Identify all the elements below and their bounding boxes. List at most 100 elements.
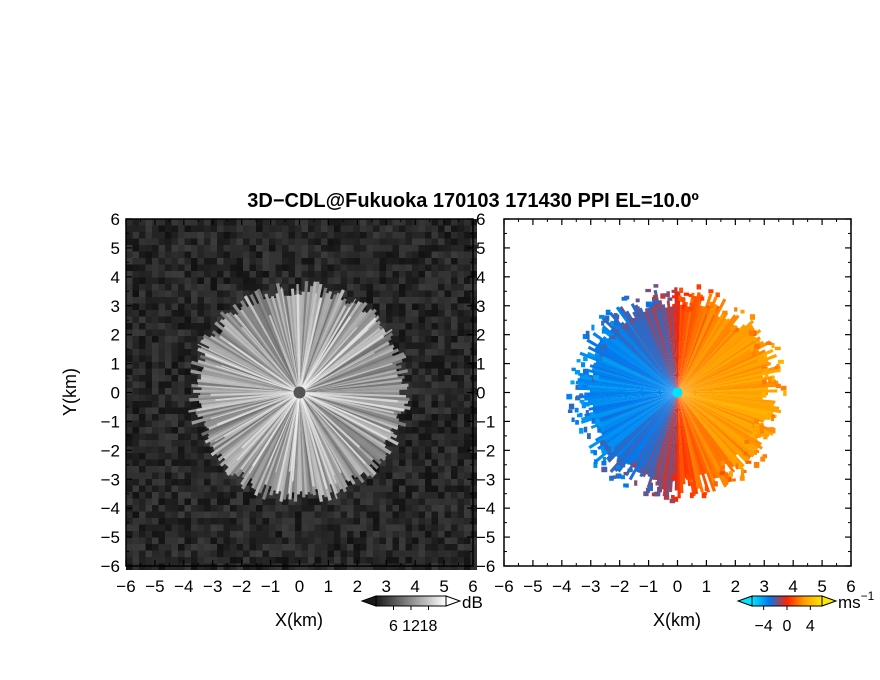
noise-cell bbox=[327, 537, 334, 544]
velocity-speckle bbox=[729, 326, 736, 331]
noise-cell bbox=[379, 524, 386, 531]
colorbar-tick-label: 6 bbox=[389, 618, 398, 635]
noise-cell bbox=[444, 498, 451, 505]
noise-cell bbox=[217, 453, 224, 460]
noise-cell bbox=[139, 349, 146, 356]
velocity-ray bbox=[647, 392, 678, 478]
reflectivity-ray bbox=[200, 374, 300, 393]
velocity-speckle bbox=[695, 482, 701, 488]
noise-cell bbox=[392, 492, 399, 499]
noise-cell bbox=[431, 498, 438, 505]
noise-cell bbox=[405, 544, 412, 551]
noise-cell bbox=[379, 479, 386, 486]
velocity-speckle bbox=[738, 463, 742, 469]
noise-cell bbox=[379, 511, 386, 518]
noise-cell bbox=[282, 258, 289, 265]
reflectivity-streak bbox=[210, 391, 300, 420]
noise-cell bbox=[288, 219, 295, 226]
velocity-speckle bbox=[768, 427, 774, 433]
noise-cell bbox=[425, 485, 432, 492]
noise-cell bbox=[210, 472, 217, 479]
noise-cell bbox=[347, 505, 354, 512]
noise-cell bbox=[126, 381, 133, 388]
velocity-speckle bbox=[716, 471, 722, 478]
colorbar-segment bbox=[433, 596, 436, 606]
noise-cell bbox=[392, 329, 399, 336]
velocity-ray bbox=[677, 318, 728, 393]
noise-cell bbox=[392, 511, 399, 518]
noise-cell bbox=[197, 284, 204, 291]
noise-cell bbox=[145, 310, 152, 317]
noise-cell bbox=[308, 251, 315, 258]
noise-cell bbox=[191, 271, 198, 278]
velocity-speckle bbox=[615, 317, 619, 321]
noise-cell bbox=[405, 518, 412, 525]
noise-cell bbox=[197, 232, 204, 239]
noise-cell bbox=[171, 394, 178, 401]
noise-cell bbox=[165, 264, 172, 271]
velocity-speckle bbox=[652, 470, 656, 476]
noise-cell bbox=[158, 316, 165, 323]
noise-cell bbox=[145, 219, 152, 226]
velocity-ray bbox=[677, 392, 763, 450]
noise-cell bbox=[451, 342, 458, 349]
noise-cell bbox=[405, 394, 412, 401]
noise-cell bbox=[353, 479, 360, 486]
noise-cell bbox=[191, 518, 198, 525]
noise-cell bbox=[204, 531, 211, 538]
velocity-ray bbox=[591, 367, 678, 393]
noise-cell bbox=[418, 219, 425, 226]
noise-cell bbox=[418, 225, 425, 232]
noise-cell bbox=[464, 381, 471, 388]
noise-cell bbox=[418, 479, 425, 486]
reflectivity-ray bbox=[219, 310, 300, 393]
noise-cell bbox=[171, 349, 178, 356]
noise-cell bbox=[158, 225, 165, 232]
noise-cell bbox=[321, 531, 328, 538]
noise-cell bbox=[412, 414, 419, 421]
noise-cell bbox=[412, 316, 419, 323]
noise-cell bbox=[438, 310, 445, 317]
noise-cell bbox=[184, 336, 191, 343]
noise-cell bbox=[132, 310, 139, 317]
noise-cell bbox=[412, 251, 419, 258]
noise-cell bbox=[171, 277, 178, 284]
noise-cell bbox=[412, 440, 419, 447]
reflectivity-streak bbox=[299, 391, 406, 398]
noise-cell bbox=[139, 557, 146, 564]
noise-cell bbox=[405, 401, 412, 408]
noise-cell bbox=[314, 245, 321, 252]
colorbar-segment bbox=[414, 596, 417, 606]
noise-cell bbox=[145, 498, 152, 505]
noise-cell bbox=[438, 349, 445, 356]
reflectivity-ray bbox=[299, 292, 341, 393]
noise-cell bbox=[178, 303, 185, 310]
noise-cell bbox=[360, 511, 367, 518]
noise-cell bbox=[210, 511, 217, 518]
noise-cell bbox=[152, 472, 159, 479]
noise-cell bbox=[132, 440, 139, 447]
noise-cell bbox=[132, 524, 139, 531]
velocity-ray bbox=[677, 392, 717, 479]
noise-cell bbox=[139, 394, 146, 401]
velocity-speckle bbox=[666, 291, 670, 298]
noise-cell bbox=[171, 225, 178, 232]
noise-cell bbox=[152, 284, 159, 291]
velocity-ray bbox=[656, 392, 678, 496]
noise-cell bbox=[158, 388, 165, 395]
reflectivity-ray bbox=[299, 392, 397, 419]
noise-cell bbox=[158, 258, 165, 265]
noise-cell bbox=[386, 472, 393, 479]
velocity-ray bbox=[677, 305, 712, 393]
noise-cell bbox=[210, 238, 217, 245]
noise-cell bbox=[262, 511, 269, 518]
noise-cell bbox=[132, 290, 139, 297]
noise-cell bbox=[360, 251, 367, 258]
noise-cell bbox=[184, 524, 191, 531]
velocity-ray bbox=[617, 392, 678, 473]
noise-cell bbox=[405, 524, 412, 531]
noise-cell bbox=[412, 550, 419, 557]
noise-cell bbox=[301, 225, 308, 232]
velocity-speckle bbox=[680, 297, 686, 303]
noise-cell bbox=[392, 466, 399, 473]
